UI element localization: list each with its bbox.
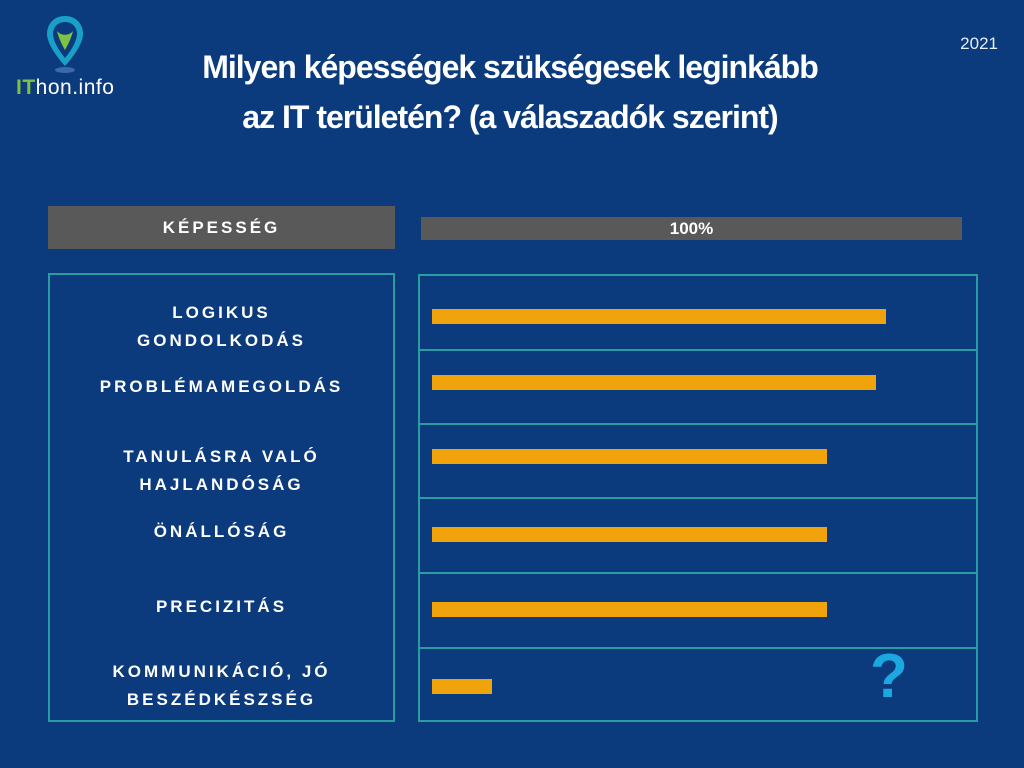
skill-label: ÖNÁLLÓSÁG bbox=[50, 518, 393, 546]
question-mark-annotation: ? bbox=[870, 642, 908, 711]
skill-label-line: PROBLÉMAMEGOLDÁS bbox=[99, 377, 344, 396]
skill-label-line: GONDOLKODÁS bbox=[137, 331, 306, 350]
skill-label-line: KOMMUNIKÁCIÓ, JÓ bbox=[112, 662, 331, 681]
skill-label: PRECIZITÁS bbox=[50, 593, 393, 621]
skill-bar bbox=[432, 602, 827, 617]
logo-rest-text: hon.info bbox=[35, 76, 115, 99]
logo-wordmark: IThon.info bbox=[16, 76, 114, 100]
row-separator bbox=[420, 349, 976, 351]
scale-header-100-percent: 100% bbox=[421, 217, 962, 240]
skill-label-line: LOGIKUS bbox=[172, 303, 271, 322]
skill-label-line: TANULÁSRA VALÓ bbox=[123, 447, 320, 466]
skill-label: LOGIKUS GONDOLKODÁS bbox=[50, 299, 393, 355]
skill-label-line: HAJLANDÓSÁG bbox=[139, 475, 304, 494]
skill-label: TANULÁSRA VALÓ HAJLANDÓSÁG bbox=[50, 443, 393, 499]
row-separator bbox=[420, 647, 976, 649]
chart-title: Milyen képességek szükségesek leginkább … bbox=[130, 42, 890, 142]
row-separator bbox=[420, 423, 976, 425]
title-line-1: Milyen képességek szükségesek leginkább bbox=[202, 49, 819, 85]
skill-bar bbox=[432, 449, 827, 464]
skill-bar bbox=[432, 527, 827, 542]
skill-list-panel: LOGIKUS GONDOLKODÁS PROBLÉMAMEGOLDÁS TANULÁ… bbox=[48, 273, 395, 722]
skill-label-line: BESZÉDKÉSZSÉG bbox=[126, 690, 317, 709]
skill-bar bbox=[432, 309, 886, 324]
ithon-logo: IThon.info bbox=[14, 14, 124, 104]
row-separator bbox=[420, 572, 976, 574]
skill-bar bbox=[432, 679, 492, 694]
title-line-2: az IT területén? (a válaszadók szerint) bbox=[242, 99, 778, 135]
skill-label: KOMMUNIKÁCIÓ, JÓ BESZÉDKÉSZSÉG bbox=[50, 658, 393, 714]
column-header-skill: KÉPESSÉG bbox=[48, 206, 395, 249]
row-separator bbox=[420, 497, 976, 499]
skill-label-line: ÖNÁLLÓSÁG bbox=[153, 522, 290, 541]
logo-it-text: IT bbox=[16, 76, 36, 99]
year-label: 2021 bbox=[960, 34, 998, 53]
bar-chart-panel: ? bbox=[418, 274, 978, 722]
skill-label-line: PRECIZITÁS bbox=[155, 597, 288, 616]
skill-bar bbox=[432, 375, 876, 390]
map-pin-icon bbox=[47, 16, 83, 73]
skill-label: PROBLÉMAMEGOLDÁS bbox=[50, 373, 393, 401]
